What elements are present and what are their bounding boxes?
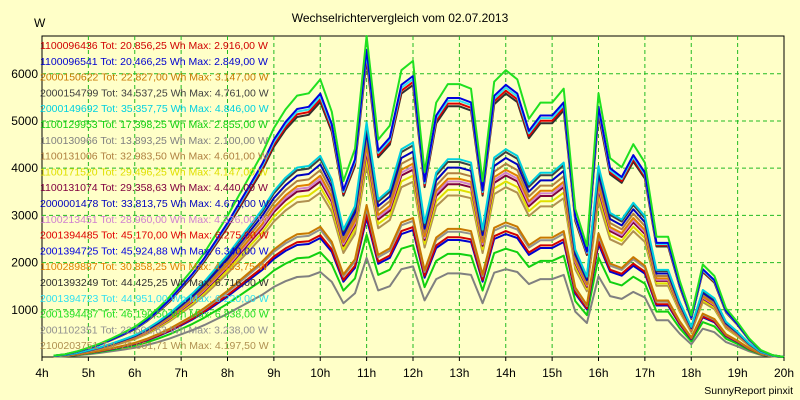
- axes: 4h 5h 6h 7h 8h 9h 10h 11h 12h 13h 14h 15h 16h 17h 18h 1…: [11, 67, 794, 380]
- x-tick-label: 14h: [496, 366, 516, 380]
- series-line-2001394725: [53, 48, 785, 358]
- legend-entry-2000149692: 2000149692 Tot: 35.357,75 Wh Max: 4.846,…: [40, 103, 269, 115]
- legend-entry-2001102351: 2001102351 Tot: 22.601,63 Wh Max: 3.238,…: [40, 324, 268, 336]
- x-tick-label: 15h: [542, 366, 562, 380]
- series-lines: [53, 35, 785, 358]
- legend-entry-2000001478: 2000001478 Tot: 33.813,75 Wh Max: 4.671,…: [40, 198, 269, 210]
- legend-entry-2000154799: 2000154799 Tot: 34.537,25 Wh Max: 4.761,…: [40, 87, 269, 99]
- x-tick-label: 18h: [681, 366, 701, 380]
- footer-credit: SunnyReport pinxit: [704, 385, 793, 397]
- x-tick-label: 11h: [357, 366, 376, 380]
- x-tick-label: 12h: [403, 366, 423, 380]
- legend: 1100096436 Tot: 20.856,25 Wh Max: 2.916,…: [40, 40, 269, 352]
- x-tick-label: 7h: [174, 366, 187, 380]
- legend-entry-1100130966: 1100130966 Tot: 13.893,25 Wh Max: 2.100,…: [40, 135, 268, 147]
- legend-entry-1100096436: 1100096436 Tot: 20.856,25 Wh Max: 2.916,…: [40, 40, 268, 52]
- legend-entry-1100129953: 1100129953 Tot: 17.398,25 Wh Max: 2.855,…: [40, 119, 268, 131]
- x-tick-label: 16h: [588, 366, 608, 380]
- legend-entry-2001393249: 2001393249 Tot: 44.425,25 Wh Max: 6.716,…: [40, 277, 269, 289]
- series-line-1100129953: [53, 233, 785, 358]
- x-tick-label: 19h: [728, 366, 748, 380]
- legend-entry-1100131074: 1100131074 Tot: 29.358,63 Wh Max: 4.440,…: [40, 182, 268, 194]
- legend-entry-2000150622: 2000150622 Tot: 22.827,00 Wh Max: 3.147,…: [40, 72, 269, 84]
- x-tick-label: 5h: [82, 366, 95, 380]
- x-tick-label: 9h: [267, 366, 280, 380]
- legend-entry-1100171520: 1100171520 Tot: 29.496,25 Wh Max: 4.147,…: [40, 166, 268, 178]
- y-tick-label: 2000: [11, 256, 38, 270]
- series-line-1100096436: [53, 213, 785, 358]
- x-tick-label: 20h: [774, 366, 794, 380]
- legend-entry-2001394487: 2001394487 Tot: 46.190,50 Wh Max: 6.838,…: [40, 309, 269, 321]
- legend-entry-1100289887: 1100289887 Tot: 30.858,25 Wh Max: 4.363,…: [40, 261, 268, 273]
- y-axis-label: W: [34, 16, 46, 30]
- y-tick-label: 4000: [11, 161, 38, 175]
- legend-entry-2001394723: 2001394723 Tot: 44.951,00 Wh Max: 6.220,…: [40, 293, 269, 305]
- x-tick-label: 13h: [449, 366, 469, 380]
- series-line-2000149692: [53, 121, 785, 358]
- series-line-1100130966: [53, 256, 785, 358]
- y-tick-label: 1000: [11, 303, 38, 317]
- legend-entry-2001394485: 2001394485 Tot: 45.170,00 Wh Max: 6.275,…: [40, 230, 269, 242]
- chart-title: Wechselrichtervergleich vom 02.07.2013: [292, 11, 509, 25]
- x-tick-label: 4h: [35, 366, 48, 380]
- legend-entry-2001394725: 2001394725 Tot: 45.924,88 Wh Max: 6.340,…: [40, 245, 269, 257]
- x-tick-label: 17h: [635, 366, 655, 380]
- y-tick-label: 3000: [11, 208, 38, 222]
- x-tick-label: 10h: [310, 366, 330, 380]
- y-tick-label: 6000: [11, 67, 38, 81]
- x-tick-label: 6h: [128, 366, 141, 380]
- legend-entry-1100131006: 1100131006 Tot: 32.983,50 Wh Max: 4.601,…: [40, 151, 268, 163]
- legend-entry-1100096541: 1100096541 Tot: 20.466,25 Wh Max: 2.849,…: [40, 56, 268, 68]
- series-line-2000150622: [53, 204, 785, 358]
- legend-entry-2100203751: 2100203751 Tot: 26.601,71 Wh Max: 4.197,…: [40, 340, 269, 352]
- x-tick-label: 8h: [221, 366, 234, 380]
- series-line-2001394487: [53, 35, 785, 358]
- legend-entry-1100213451: 1100213451 Tot: 28.960,00 Wh Max: 4.326,…: [40, 214, 268, 226]
- y-tick-label: 5000: [11, 114, 38, 128]
